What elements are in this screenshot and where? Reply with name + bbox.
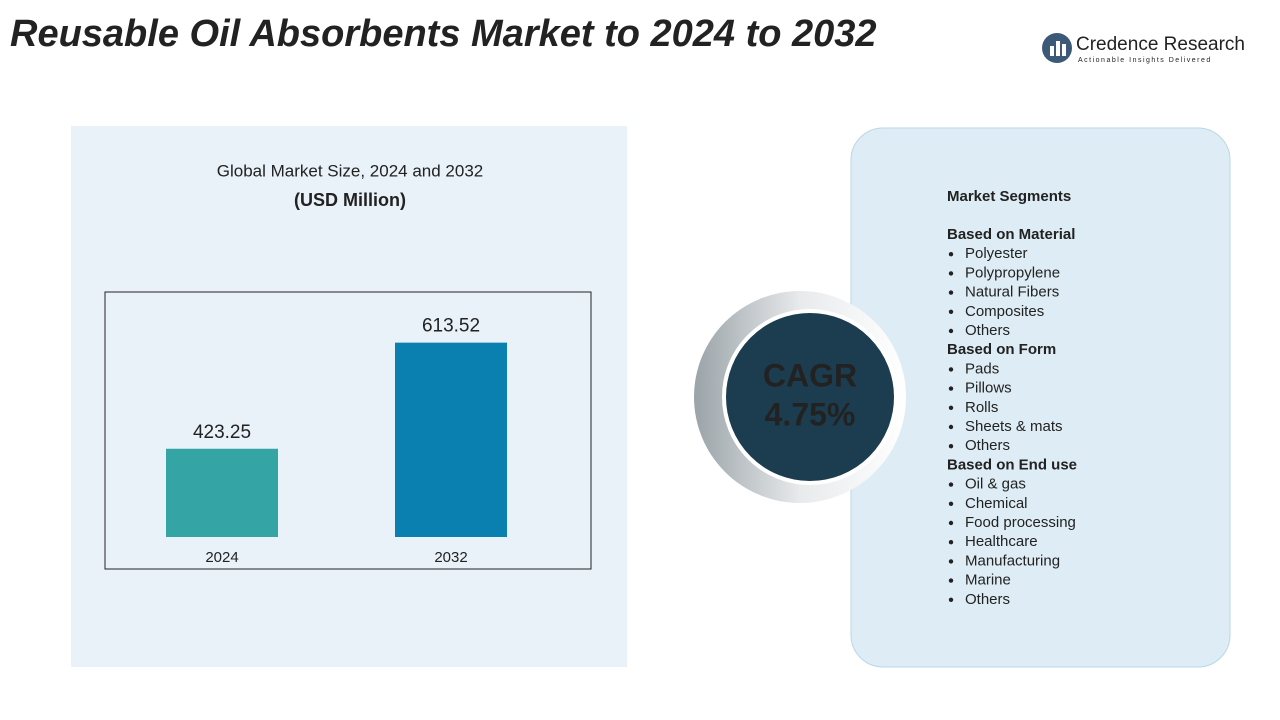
value-label: 423.25 — [193, 422, 251, 443]
bullet — [948, 501, 954, 506]
segment-item: Others — [965, 437, 1010, 454]
segment-heading: Based on Material — [947, 226, 1075, 243]
bar — [395, 342, 507, 537]
bullet — [948, 309, 954, 314]
chart-panel — [71, 126, 627, 667]
bullet — [948, 290, 954, 295]
bullet — [948, 444, 954, 449]
cagr-label: CAGR — [763, 357, 857, 393]
bullet — [948, 482, 954, 487]
segment-item: Marine — [965, 572, 1011, 589]
bullet — [948, 578, 954, 583]
segment-item: Pads — [965, 360, 999, 377]
segment-item: Others — [965, 591, 1010, 608]
segment-item: Healthcare — [965, 533, 1038, 550]
bullet — [948, 367, 954, 372]
segment-item: Natural Fibers — [965, 284, 1059, 301]
segment-item: Pillows — [965, 380, 1012, 397]
segment-item: Sheets & mats — [965, 418, 1063, 435]
bullet — [948, 424, 954, 430]
segments-list: Market Segments Based on Material Polyeste… — [947, 188, 1077, 608]
logo: Credence Research Actionable Insights De… — [1042, 33, 1245, 64]
x-tick-label: 2032 — [434, 549, 467, 566]
segment-heading: Based on End use — [947, 456, 1077, 473]
segment-item: Oil & gas — [965, 476, 1026, 493]
value-label: 613.52 — [422, 316, 480, 337]
bullet — [948, 559, 954, 564]
bullet — [948, 540, 954, 545]
bullet — [948, 520, 954, 526]
segment-item: Rolls — [965, 399, 998, 416]
segment-heading: Based on Form — [947, 341, 1056, 358]
segment-item: Composites — [965, 303, 1044, 320]
segment-item: Polypropylene — [965, 264, 1060, 281]
x-tick-label: 2024 — [205, 549, 238, 566]
segment-item: Food processing — [965, 514, 1076, 531]
brand-name: Credence Research — [1076, 34, 1245, 55]
plot-frame — [104, 291, 592, 570]
bullet — [948, 271, 954, 276]
chart-subtitle: (USD Million) — [294, 190, 406, 210]
segments-panel — [850, 127, 1231, 668]
segment-item: Others — [965, 322, 1010, 339]
segment-item: Polyester — [965, 245, 1028, 262]
bullet — [948, 597, 954, 602]
bullet — [948, 252, 954, 257]
cagr-circle — [722, 309, 898, 485]
chart-title: Global Market Size, 2024 and 2032 — [217, 161, 484, 180]
segments-title: Market Segments — [947, 188, 1071, 205]
segment-item: Chemical — [965, 495, 1028, 512]
bullet — [948, 405, 954, 410]
bullet — [948, 386, 954, 391]
brand-tagline: Actionable Insights Delivered — [1078, 57, 1212, 64]
bullet — [948, 328, 954, 334]
page-title: Reusable Oil Absorbents Market to 2024 t… — [10, 13, 877, 55]
cagr-value: 4.75% — [765, 396, 856, 432]
segment-item: Manufacturing — [965, 552, 1060, 569]
bar — [166, 448, 278, 537]
